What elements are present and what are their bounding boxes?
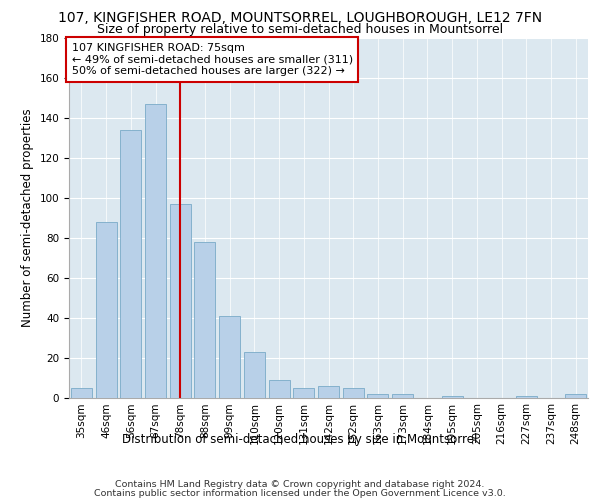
Text: Contains HM Land Registry data © Crown copyright and database right 2024.: Contains HM Land Registry data © Crown c… <box>115 480 485 489</box>
Bar <box>367 394 388 398</box>
Text: Distribution of semi-detached houses by size in Mountsorrel: Distribution of semi-detached houses by … <box>122 432 478 446</box>
Text: Contains public sector information licensed under the Open Government Licence v3: Contains public sector information licen… <box>94 488 506 498</box>
Text: Size of property relative to semi-detached houses in Mountsorrel: Size of property relative to semi-detach… <box>97 22 503 36</box>
Bar <box>120 130 141 398</box>
Bar <box>392 394 413 398</box>
Bar <box>293 388 314 398</box>
Bar <box>244 352 265 398</box>
Bar <box>516 396 537 398</box>
Bar <box>318 386 339 398</box>
Bar <box>170 204 191 398</box>
Bar <box>565 394 586 398</box>
Bar <box>343 388 364 398</box>
Bar <box>442 396 463 398</box>
Bar <box>95 222 116 398</box>
Bar <box>219 316 240 398</box>
Bar <box>71 388 92 398</box>
Y-axis label: Number of semi-detached properties: Number of semi-detached properties <box>21 108 34 327</box>
Text: 107, KINGFISHER ROAD, MOUNTSORREL, LOUGHBOROUGH, LE12 7FN: 107, KINGFISHER ROAD, MOUNTSORREL, LOUGH… <box>58 11 542 25</box>
Bar <box>145 104 166 398</box>
Text: 107 KINGFISHER ROAD: 75sqm
← 49% of semi-detached houses are smaller (311)
50% o: 107 KINGFISHER ROAD: 75sqm ← 49% of semi… <box>71 43 353 76</box>
Bar <box>269 380 290 398</box>
Bar <box>194 242 215 398</box>
